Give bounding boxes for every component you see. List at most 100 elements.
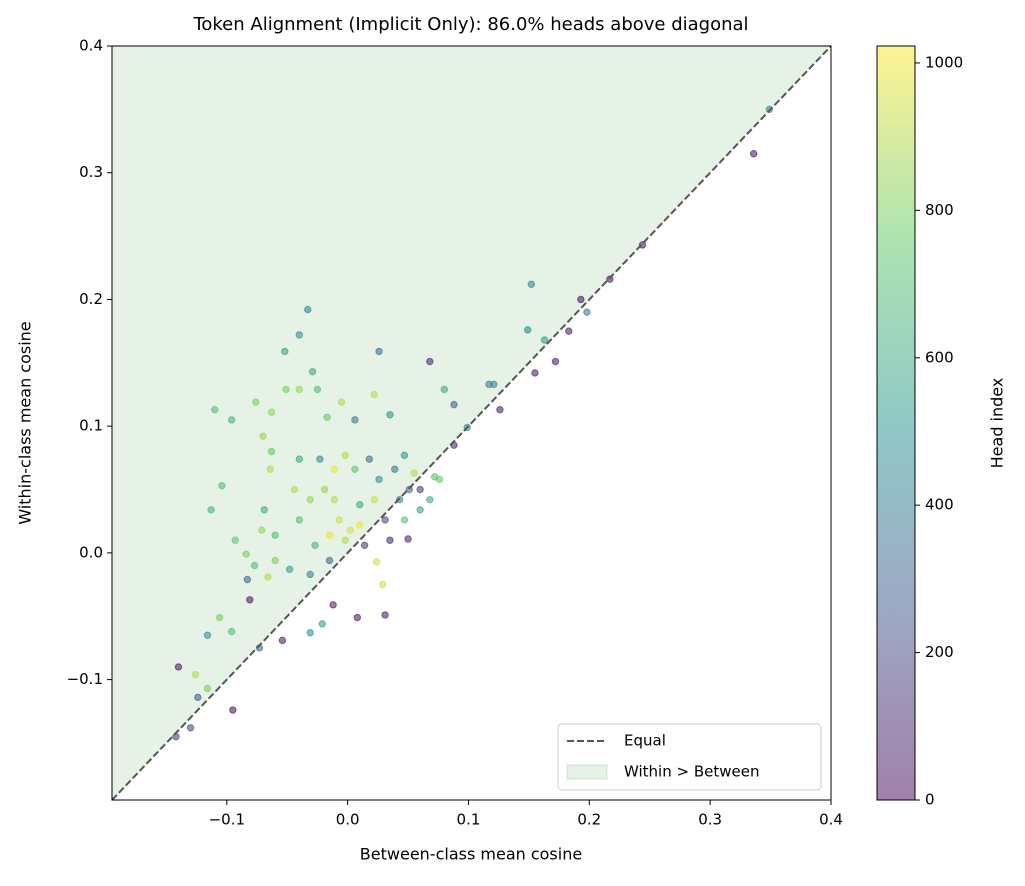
point <box>259 432 267 441</box>
point <box>308 367 317 376</box>
colorbar-tick-label: 0 <box>925 791 935 809</box>
point <box>329 601 337 609</box>
point <box>311 541 319 549</box>
y-tick-label: 0.0 <box>79 543 103 561</box>
point <box>360 541 369 549</box>
point <box>341 536 349 544</box>
point <box>271 556 279 565</box>
point <box>583 308 591 316</box>
point <box>278 636 287 645</box>
point <box>565 327 573 335</box>
point <box>351 416 359 424</box>
x-tick-label: 0.1 <box>457 811 481 829</box>
point <box>191 670 200 679</box>
point <box>440 385 449 394</box>
y-tick-label: 0.1 <box>79 417 103 435</box>
point <box>306 629 314 637</box>
colorbar-label: Head index <box>988 378 1007 469</box>
point <box>207 506 215 514</box>
point <box>290 485 299 494</box>
point <box>381 611 389 619</box>
point <box>426 495 434 504</box>
point <box>450 400 458 409</box>
point <box>527 280 536 288</box>
point <box>381 516 389 524</box>
point <box>749 150 758 158</box>
x-tick-label: 0.3 <box>698 811 722 829</box>
point <box>323 413 331 421</box>
point <box>282 385 290 394</box>
point <box>295 455 304 463</box>
point <box>370 495 378 504</box>
point <box>375 347 383 356</box>
point <box>370 390 378 399</box>
x-axis-label: Between-class mean cosine <box>360 845 582 864</box>
point <box>295 516 304 524</box>
point <box>229 706 237 714</box>
x-tick-label: 0.2 <box>577 811 601 829</box>
point <box>264 573 272 581</box>
point <box>306 570 314 579</box>
point <box>391 465 399 473</box>
point <box>400 451 409 460</box>
point <box>227 627 236 636</box>
point <box>540 336 549 344</box>
point <box>194 693 202 702</box>
point <box>325 531 334 539</box>
point <box>252 398 260 406</box>
point <box>243 575 252 584</box>
point <box>356 501 364 509</box>
point <box>404 535 412 543</box>
legend-patch <box>566 764 608 780</box>
point <box>353 613 362 622</box>
legend-label: Within > Between <box>624 763 759 781</box>
y-axis-label: Within-class mean cosine <box>16 321 35 524</box>
point <box>250 561 259 570</box>
colorbar-tick-label: 600 <box>925 348 954 366</box>
point <box>523 326 532 334</box>
point <box>577 295 585 304</box>
legend-box <box>557 723 822 791</box>
point <box>410 469 418 477</box>
point <box>174 663 183 671</box>
point <box>271 531 279 539</box>
point <box>372 558 381 566</box>
point <box>318 620 326 628</box>
point <box>375 475 383 484</box>
point <box>246 596 254 604</box>
point <box>211 405 219 414</box>
point <box>203 631 212 639</box>
colorbar-tick-label: 800 <box>925 201 954 219</box>
colorbar <box>877 46 915 800</box>
colorbar-tick-label: 1000 <box>925 53 963 71</box>
point <box>267 408 276 416</box>
point <box>313 385 322 394</box>
point <box>266 465 275 473</box>
x-tick-label: 0.0 <box>336 811 360 829</box>
colorbar-tick-label: 200 <box>925 643 954 661</box>
point <box>295 385 304 394</box>
point <box>295 331 304 339</box>
point <box>258 526 266 534</box>
point <box>551 357 560 366</box>
point <box>325 556 334 565</box>
chart-title: Token Alignment (Implicit Only): 86.0% h… <box>192 14 748 35</box>
point <box>400 516 409 524</box>
point <box>386 411 394 419</box>
point <box>227 416 236 424</box>
point <box>341 451 349 460</box>
y-tick-label: −0.1 <box>67 670 103 688</box>
point <box>351 465 359 473</box>
point <box>285 565 294 574</box>
point <box>416 506 424 514</box>
point <box>435 475 444 484</box>
point <box>330 495 339 504</box>
x-tick-label: 0.4 <box>819 811 843 829</box>
reference-line <box>111 45 832 801</box>
point <box>356 521 364 529</box>
point <box>320 485 329 494</box>
point <box>186 724 195 732</box>
point <box>215 613 224 622</box>
x-tick-label: −0.1 <box>209 811 245 829</box>
